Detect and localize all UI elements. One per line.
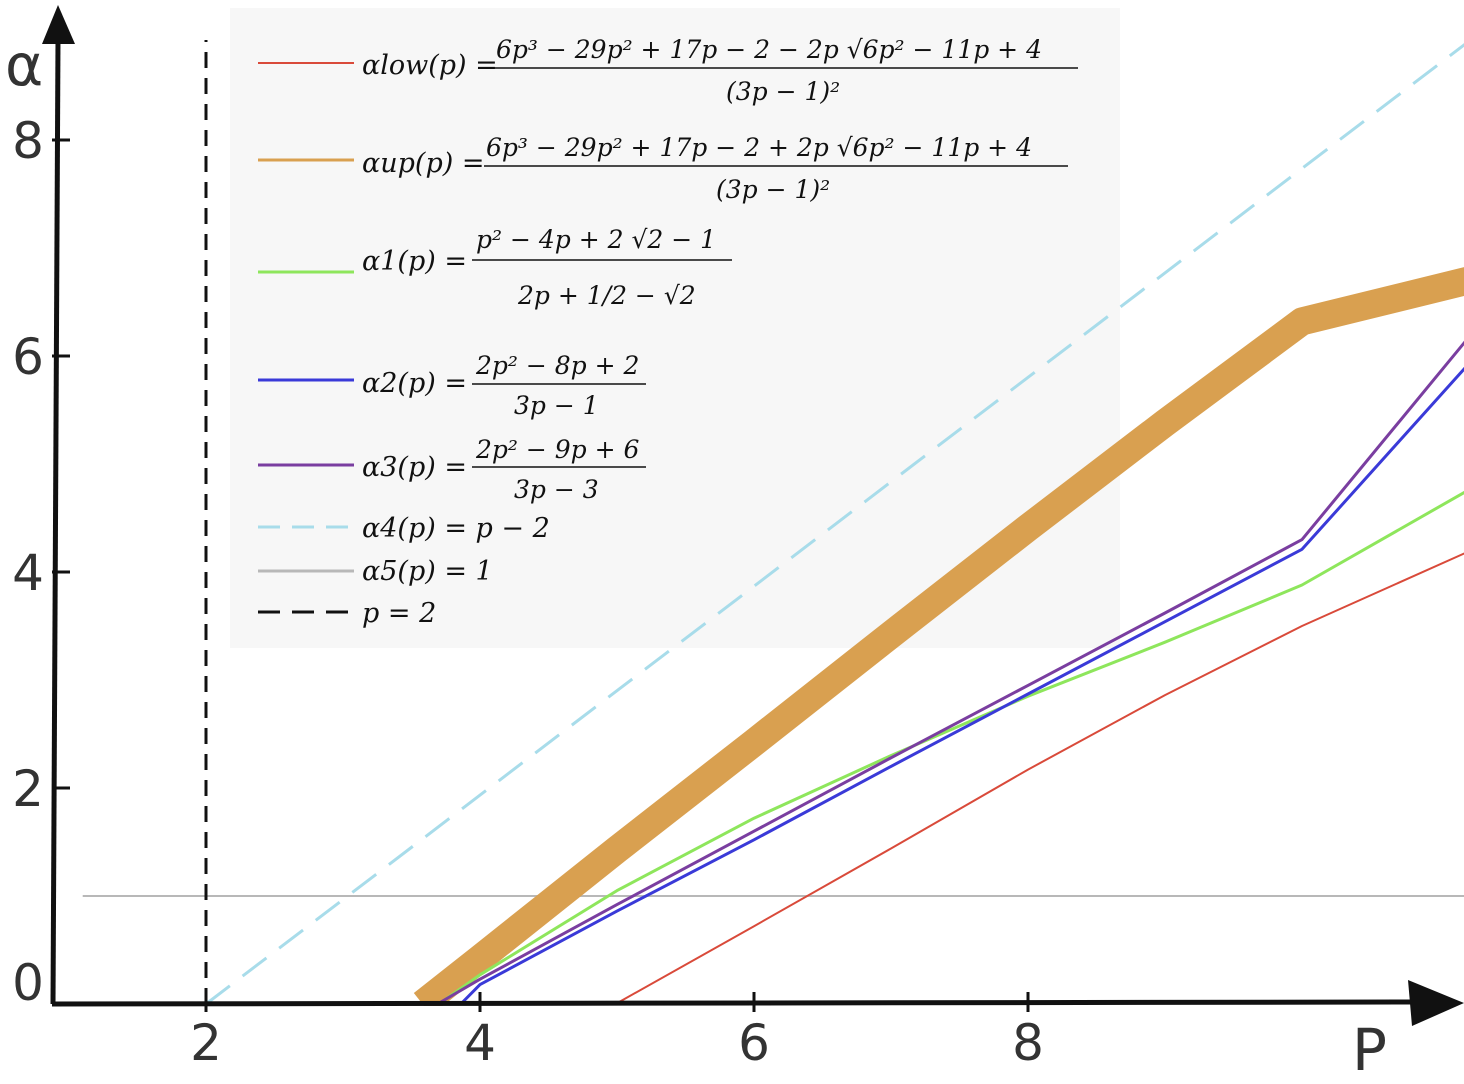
series-line-alpha-3 [436, 340, 1464, 1006]
legend-num-alpha-2: 2p² − 8p + 2 [475, 351, 639, 380]
series-line-alpha-up [413, 267, 1464, 1006]
legend-num-alpha-low: 6p³ − 29p² + 17p − 2 − 2p √6p² − 11p + 4 [496, 35, 1042, 64]
series-line-alpha-low [615, 552, 1464, 1005]
x-axis-label: P [1352, 1016, 1387, 1084]
legend-lhs-p-eq-2: p = 2 [362, 598, 436, 629]
series-line-alpha-1 [438, 490, 1464, 1006]
y-tick-label-6: 6 [12, 328, 44, 386]
y-tick-label-0: 0 [12, 954, 44, 1012]
x-axis-arrow [1408, 980, 1464, 1026]
series-line-alpha-4 [205, 43, 1464, 1006]
legend-num-alpha-3: 2p² − 9p + 6 [475, 435, 640, 464]
legend-den-alpha-3: 3p − 3 [514, 475, 599, 504]
legend-den-alpha-1: 2p + 1/2 − √2 [517, 281, 696, 310]
legend-lhs-alpha-5: α5(p) = 1 [362, 556, 493, 587]
legend-entry-alpha-up: αup(p) = 6p³ − 29p² + 17p − 2 + 2p √6p² … [258, 133, 1068, 204]
x-tick-label-4: 4 [464, 1014, 496, 1072]
legend: αlow(p) = 6p³ − 29p² + 17p − 2 − 2p √6p²… [258, 35, 1078, 629]
legend-entry-alpha-2: α2(p) = 2p² − 8p + 2 3p − 1 [258, 351, 646, 420]
legend-lhs-alpha-3: α3(p) = [362, 452, 467, 483]
legend-entry-alpha-low: αlow(p) = 6p³ − 29p² + 17p − 2 − 2p √6p²… [258, 35, 1078, 106]
y-axis-arrow [42, 5, 75, 44]
legend-den-alpha-up: (3p − 1)² [716, 175, 830, 204]
legend-lhs-alpha-low: αlow(p) = [362, 50, 498, 81]
series-line-alpha-2 [459, 366, 1464, 1006]
legend-den-alpha-2: 3p − 1 [514, 391, 599, 420]
x-tick-label-8: 8 [1012, 1014, 1044, 1072]
legend-num-alpha-1: p² − 4p + 2 √2 − 1 [476, 225, 716, 254]
y-tick-label-8: 8 [12, 112, 44, 170]
y-tick-label-2: 2 [12, 760, 44, 818]
x-axis [51, 999, 1416, 1007]
legend-lhs-alpha-4: α4(p) = p − 2 [362, 513, 550, 544]
legend-den-alpha-low: (3p − 1)² [726, 77, 840, 106]
legend-lhs-alpha-1: α1(p) = [362, 246, 467, 277]
x-tick-label-2: 2 [190, 1014, 222, 1072]
legend-num-alpha-up: 6p³ − 29p² + 17p − 2 + 2p √6p² − 11p + 4 [486, 133, 1032, 162]
y-axis-label: α [5, 31, 43, 99]
legend-entry-alpha-3: α3(p) = 2p² − 9p + 6 3p − 3 [258, 435, 646, 504]
legend-panel [230, 8, 1120, 648]
tick-layer: 2 4 6 8 0 2 4 6 8 [12, 112, 1044, 1072]
y-tick-label-4: 4 [12, 544, 44, 602]
legend-lhs-alpha-up: αup(p) = [362, 148, 484, 179]
legend-entry-p-eq-2: p = 2 [258, 598, 436, 629]
legend-entry-alpha-4: α4(p) = p − 2 [258, 513, 550, 544]
y-axis [50, 39, 61, 1005]
legend-lhs-alpha-2: α2(p) = [362, 368, 467, 399]
legend-entry-alpha-1: α1(p) = p² − 4p + 2 √2 − 1 2p + 1/2 − √2 [258, 225, 732, 310]
legend-entry-alpha-5: α5(p) = 1 [258, 556, 493, 587]
series-layer [82, 40, 1464, 1006]
x-tick-label-6: 6 [738, 1014, 770, 1072]
